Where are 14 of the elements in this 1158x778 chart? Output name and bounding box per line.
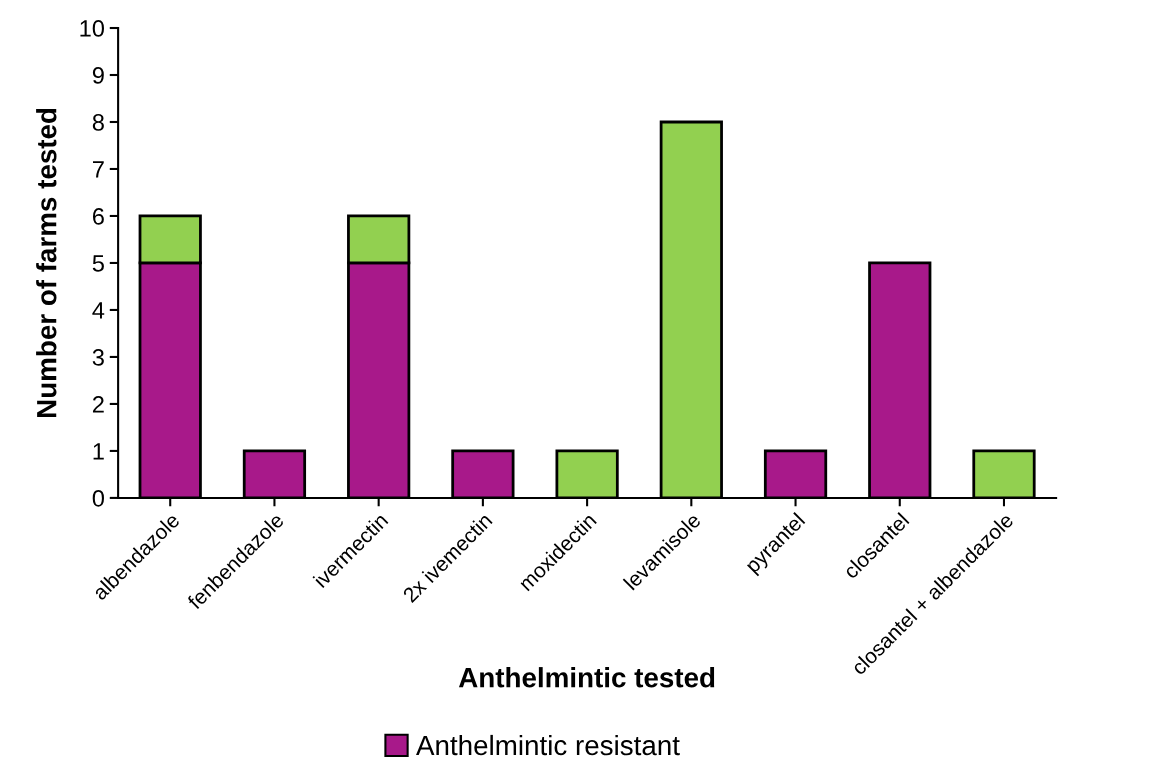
y-tick-label: 5 [92,255,104,272]
y-tick-label: 9 [92,67,104,84]
y-tick-label: 2 [92,396,104,413]
y-tick-label: 4 [92,302,105,319]
y-tick-label: 3 [92,349,104,366]
y-tick-label: 7 [93,161,104,178]
y-tick-label: 6 [92,208,104,225]
y-axis-title: Number of farms tested [36,108,57,417]
y-tick-label: 10 [80,20,104,37]
x-axis-title: Anthelmintic tested [458,667,715,688]
legend-label: Anthelmintic resistant [416,734,680,756]
y-tick-label: 8 [92,114,104,131]
y-tick-label: 1 [93,443,104,460]
y-tick-label: 0 [92,489,104,507]
